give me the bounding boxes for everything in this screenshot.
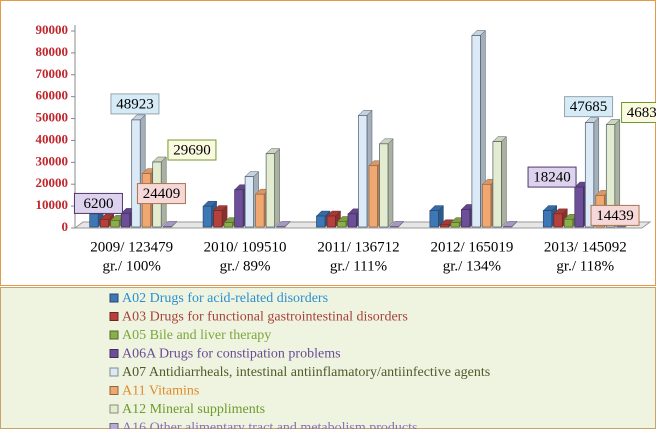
x-tick-label: 2009/ 123479 — [90, 239, 173, 255]
bar — [213, 210, 223, 228]
data-label: 47685 — [570, 99, 608, 115]
data-label-box — [167, 139, 217, 161]
data-label: 48923 — [116, 96, 154, 112]
bar — [110, 220, 120, 228]
legend-swatch — [109, 349, 119, 358]
y-tick-label: 60000 — [36, 88, 69, 103]
x-tick-label: gr./ 100% — [103, 258, 161, 274]
legend-swatch — [109, 312, 119, 321]
y-tick-label: 70000 — [36, 66, 69, 81]
legend-swatch — [109, 293, 119, 303]
bar — [265, 153, 275, 228]
bar — [503, 225, 513, 228]
bar — [358, 115, 368, 228]
y-tick-label: 0 — [62, 219, 69, 234]
data-label: 46832 — [627, 105, 656, 121]
bar — [162, 225, 173, 228]
data-label-box — [110, 93, 160, 115]
legend-label: A12 Mineral suppliments — [122, 402, 265, 417]
legend-swatch — [109, 404, 119, 414]
x-tick-label: gr./ 118% — [556, 258, 614, 274]
plot-frame — [0, 0, 656, 286]
data-label-box — [621, 101, 656, 123]
y-tick-label: 30000 — [36, 153, 69, 168]
data-label: 29690 — [173, 142, 211, 158]
bar — [202, 205, 212, 228]
x-tick-label: 2010/ 109510 — [204, 239, 287, 255]
bar-side — [274, 148, 280, 228]
bar — [429, 210, 439, 228]
y-tick-label: 40000 — [36, 131, 69, 146]
y-tick-label: 50000 — [36, 110, 69, 125]
bar — [379, 143, 389, 228]
legend-label: A06A Drugs for constipation problems — [122, 347, 341, 362]
bar-side — [501, 136, 507, 228]
y-tick-label: 90000 — [36, 22, 69, 37]
data-label-box — [590, 204, 640, 226]
bar — [563, 218, 574, 228]
bar — [89, 213, 99, 228]
bar — [368, 165, 378, 228]
y-tick-label: 20000 — [36, 175, 69, 190]
legend-swatch — [109, 386, 119, 395]
data-label: 6200 — [83, 196, 113, 212]
bar — [120, 213, 131, 228]
bar — [316, 215, 326, 228]
bar — [326, 215, 336, 228]
legend-label: A07 Antidiarrheals, intestinal antiinfla… — [122, 365, 490, 380]
bar — [482, 183, 492, 228]
data-label-box — [136, 183, 186, 205]
bar — [255, 193, 265, 228]
legend-swatch — [109, 423, 119, 429]
bar — [440, 224, 450, 228]
x-tick-label: gr./ 111% — [330, 258, 387, 274]
bar — [234, 189, 244, 228]
bar — [337, 221, 347, 228]
legend-label: A02 Drugs for acid-related disorders — [122, 291, 328, 306]
x-tick-label: 2012/ 165019 — [430, 239, 513, 255]
bar — [492, 141, 502, 228]
data-label-box — [73, 192, 123, 214]
data-label: 24409 — [143, 186, 181, 202]
y-tick-label: 80000 — [36, 44, 69, 59]
bar — [542, 210, 553, 228]
bar — [605, 124, 616, 228]
bar — [347, 213, 357, 228]
data-label: 18240 — [533, 170, 571, 186]
legend-label: A03 Drugs for functional gastrointestina… — [122, 310, 408, 325]
bar — [471, 35, 481, 228]
bar-side — [387, 138, 394, 228]
data-label-box — [527, 166, 577, 188]
bar — [553, 213, 563, 228]
x-tick-label: gr./ 89% — [220, 258, 271, 274]
bar — [131, 119, 141, 228]
legend-swatch — [109, 330, 119, 340]
bar — [244, 176, 254, 228]
bar — [276, 225, 286, 228]
legend-swatch — [109, 367, 119, 377]
x-tick-label: gr./ 134% — [443, 258, 501, 274]
data-label-box — [564, 96, 614, 118]
bar — [616, 225, 626, 228]
legend-label: A05 Bile and liver therapy — [122, 328, 271, 343]
bar — [574, 186, 584, 228]
bar — [99, 218, 110, 228]
bar — [223, 222, 233, 228]
y-tick-label: 10000 — [36, 197, 69, 212]
bar — [584, 122, 595, 228]
bar — [389, 225, 399, 228]
data-label: 14439 — [596, 208, 634, 224]
bar — [461, 209, 471, 228]
bar — [450, 222, 460, 228]
x-tick-label: 2011/ 136712 — [317, 239, 399, 255]
legend-label: A11 Vitamins — [122, 384, 199, 399]
x-tick-label: 2013/ 145092 — [544, 239, 627, 255]
legend-label: A16 Other alimentary tract and metabolis… — [122, 421, 417, 429]
